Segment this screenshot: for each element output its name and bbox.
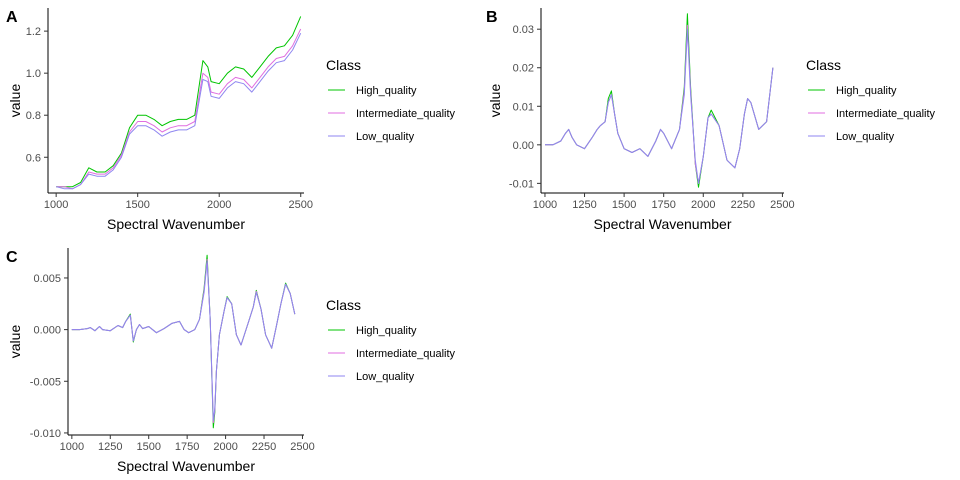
y-tick-label: 0.6 (26, 152, 41, 164)
legend: Class High_quality Intermediate_quality Low… (326, 57, 456, 143)
y-tick-label: 0.000 (33, 325, 61, 337)
y-axis-title: value (487, 84, 503, 118)
y-axis-title: value (7, 84, 23, 118)
x-tick-label: 1250 (98, 441, 122, 453)
series-line-intermediate-quality (71, 258, 296, 424)
x-tick-label: 1000 (60, 441, 84, 453)
series-line-low-quality (545, 28, 774, 184)
y-tick-label: -0.01 (509, 178, 534, 190)
y-axis-title: value (7, 325, 23, 359)
y-tick-label: -0.005 (30, 376, 61, 388)
legend-label: Low_quality (356, 131, 415, 143)
legend-title: Class (326, 57, 361, 73)
panel-A: A 1000 1500 2000 2500 0.6 0.8 1.0 1.2 Spectral Wa… (6, 8, 456, 232)
x-tick-label: 1500 (612, 199, 636, 211)
x-axis-title: Spectral Wavenumber (117, 458, 255, 474)
series-line-high-quality (56, 16, 302, 188)
x-tick-label: 1750 (651, 199, 675, 211)
series-line-intermediate-quality (56, 28, 302, 190)
series-line-low-quality (71, 260, 296, 421)
legend-label: Intermediate_quality (356, 108, 456, 120)
legend-label: Intermediate_quality (836, 108, 936, 120)
x-axis-title: Spectral Wavenumber (107, 216, 245, 232)
panel-B: B 1000 1250 1500 1750 2000 2250 2500 -0.01 0.00 0.… (486, 8, 936, 232)
y-tick-label: 1.0 (26, 68, 41, 80)
panel-tag: B (486, 9, 498, 26)
y-tick-label: 0.01 (513, 101, 534, 113)
y-tick-label: 0.8 (26, 110, 41, 122)
panel-C: C 1000 1250 1500 1750 2000 2250 2500 -0.010 -0.00… (6, 248, 456, 474)
x-tick-label: 1750 (175, 441, 199, 453)
x-tick-label: 1250 (572, 199, 596, 211)
y-tick-label: 0.03 (513, 24, 534, 36)
legend-label: High_quality (836, 85, 897, 97)
legend-title: Class (806, 57, 841, 73)
x-tick-label: 2500 (770, 199, 794, 211)
series-line-intermediate-quality (545, 24, 774, 184)
legend-label: Low_quality (836, 131, 895, 143)
x-axis-title: Spectral Wavenumber (594, 216, 732, 232)
x-tick-label: 2000 (691, 199, 715, 211)
series-line-high-quality (71, 254, 296, 429)
legend-label: High_quality (356, 325, 417, 337)
x-tick-label: 1500 (136, 441, 160, 453)
legend-label: Low_quality (356, 371, 415, 383)
x-tick-label: 2250 (731, 199, 755, 211)
x-tick-label: 2000 (213, 441, 237, 453)
panel-tag: C (6, 249, 18, 266)
x-tick-label: 2000 (207, 199, 231, 211)
y-tick-label: 1.2 (26, 26, 41, 38)
x-tick-label: 2500 (290, 441, 314, 453)
panel-tag: A (6, 9, 18, 26)
y-tick-label: 0.005 (33, 273, 61, 285)
x-tick-label: 1500 (125, 199, 149, 211)
legend-label: High_quality (356, 85, 417, 97)
legend: Class High_quality Intermediate_quality Low… (326, 297, 456, 383)
series-line-low-quality (56, 32, 302, 190)
x-tick-label: 1000 (533, 199, 557, 211)
x-tick-label: 2250 (252, 441, 276, 453)
y-tick-label: 0.00 (513, 140, 534, 152)
x-tick-label: 2500 (288, 199, 312, 211)
y-tick-label: 0.02 (513, 63, 534, 75)
x-tick-label: 1000 (44, 199, 68, 211)
series-line-high-quality (545, 13, 774, 188)
legend: Class High_quality Intermediate_quality Low… (806, 57, 936, 143)
y-tick-label: -0.010 (30, 428, 61, 440)
legend-label: Intermediate_quality (356, 348, 456, 360)
legend-title: Class (326, 297, 361, 313)
